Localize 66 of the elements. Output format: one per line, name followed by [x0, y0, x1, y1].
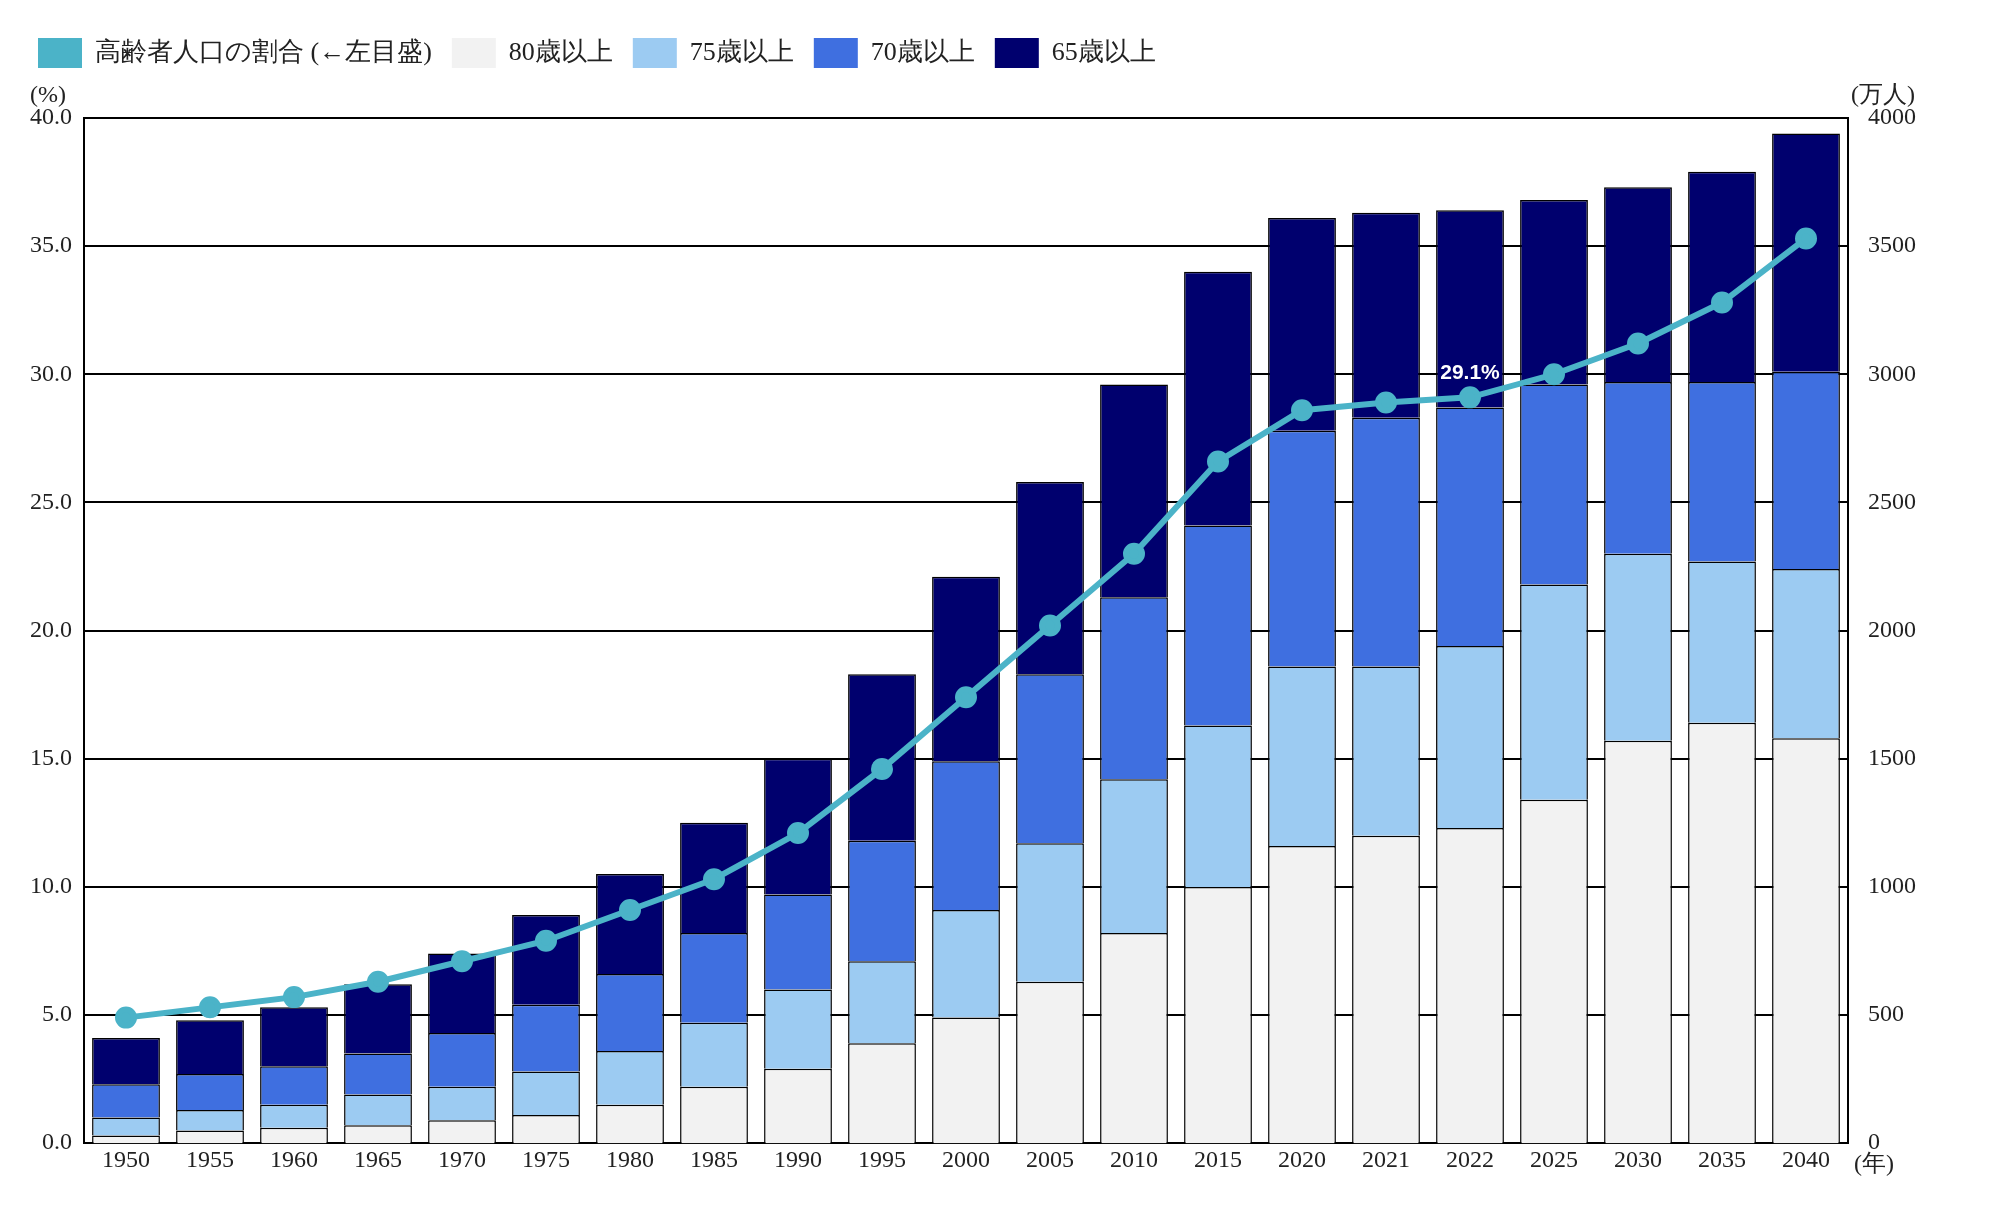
y-tick-label: 0.0 [42, 1128, 72, 1155]
x-tick-label: 1950 [102, 1145, 150, 1172]
x-tick-label: 2010 [1110, 1145, 1158, 1172]
legend-label: 65歳以上 [1051, 36, 1156, 66]
point [1039, 614, 1061, 637]
x-tick-label: 1990 [774, 1145, 822, 1172]
x-tick-label: 2005 [1026, 1145, 1074, 1172]
y2-tick-label: 1000 [1868, 872, 1916, 899]
point [115, 1006, 137, 1029]
x-tick-label: 1970 [438, 1145, 486, 1172]
x-tick-label: 2022 [1446, 1145, 1494, 1172]
point [199, 996, 221, 1019]
x-tick-label: 1995 [858, 1145, 906, 1172]
x-tick-label: 1985 [690, 1145, 738, 1172]
point [283, 986, 305, 1009]
y-tick-label: 5.0 [42, 1000, 72, 1027]
point [1207, 450, 1229, 473]
y-axis-title: (%) [30, 81, 66, 108]
point [871, 758, 893, 780]
legend-label: 75歳以上 [689, 36, 794, 66]
y2-tick-label: 500 [1868, 1000, 1904, 1027]
point [451, 950, 473, 973]
x-tick-label: 1975 [522, 1145, 570, 1172]
y-tick-label: 20.0 [30, 615, 72, 642]
y-tick-label: 15.0 [30, 744, 72, 771]
point [1459, 386, 1481, 409]
point [1291, 399, 1313, 422]
point [535, 929, 557, 952]
y-tick-label: 10.0 [30, 872, 72, 899]
point [1543, 363, 1565, 386]
x-tick-label: 2030 [1614, 1145, 1662, 1172]
point [703, 868, 725, 891]
point [955, 686, 977, 709]
y2-tick-label: 3000 [1868, 359, 1916, 386]
legend-label: 80歳以上 [508, 36, 613, 66]
y-tick-label: 25.0 [30, 487, 72, 514]
x-tick-label: 2025 [1530, 1145, 1578, 1172]
y-tick-label: 30.0 [30, 359, 72, 386]
x-tick-label: 2021 [1362, 1145, 1410, 1172]
x-tick-label: 1960 [270, 1145, 318, 1172]
legend-label: 70歳以上 [870, 36, 975, 66]
x-tick-label: 2015 [1194, 1145, 1242, 1172]
point [1123, 542, 1145, 565]
annotation: 29.1% [1440, 359, 1501, 383]
x-tick-label: 1955 [186, 1145, 234, 1172]
x-tick-label: 1980 [606, 1145, 654, 1172]
point [367, 970, 389, 993]
point [1627, 332, 1649, 355]
x-axis-title: (年) [1854, 1150, 1894, 1177]
y-tick-label: 35.0 [30, 231, 72, 258]
y2-tick-label: 2000 [1868, 615, 1916, 642]
x-tick-label: 2020 [1278, 1145, 1326, 1172]
x-tick-label: 2040 [1782, 1145, 1830, 1172]
y2-tick-label: 2500 [1868, 487, 1916, 514]
x-tick-label: 2035 [1698, 1145, 1746, 1172]
y2-tick-label: 1500 [1868, 744, 1916, 771]
point [1795, 227, 1817, 250]
x-tick-label: 1965 [354, 1145, 402, 1172]
point [787, 822, 809, 845]
point [1375, 391, 1397, 414]
y2-tick-label: 3500 [1868, 231, 1916, 258]
point [1711, 291, 1733, 314]
y2-axis-title: (万人) [1851, 81, 1915, 108]
legend-label: 高齢者人口の割合 (←左目盛) [95, 36, 432, 66]
x-tick-label: 2000 [942, 1145, 990, 1172]
point [619, 898, 641, 921]
